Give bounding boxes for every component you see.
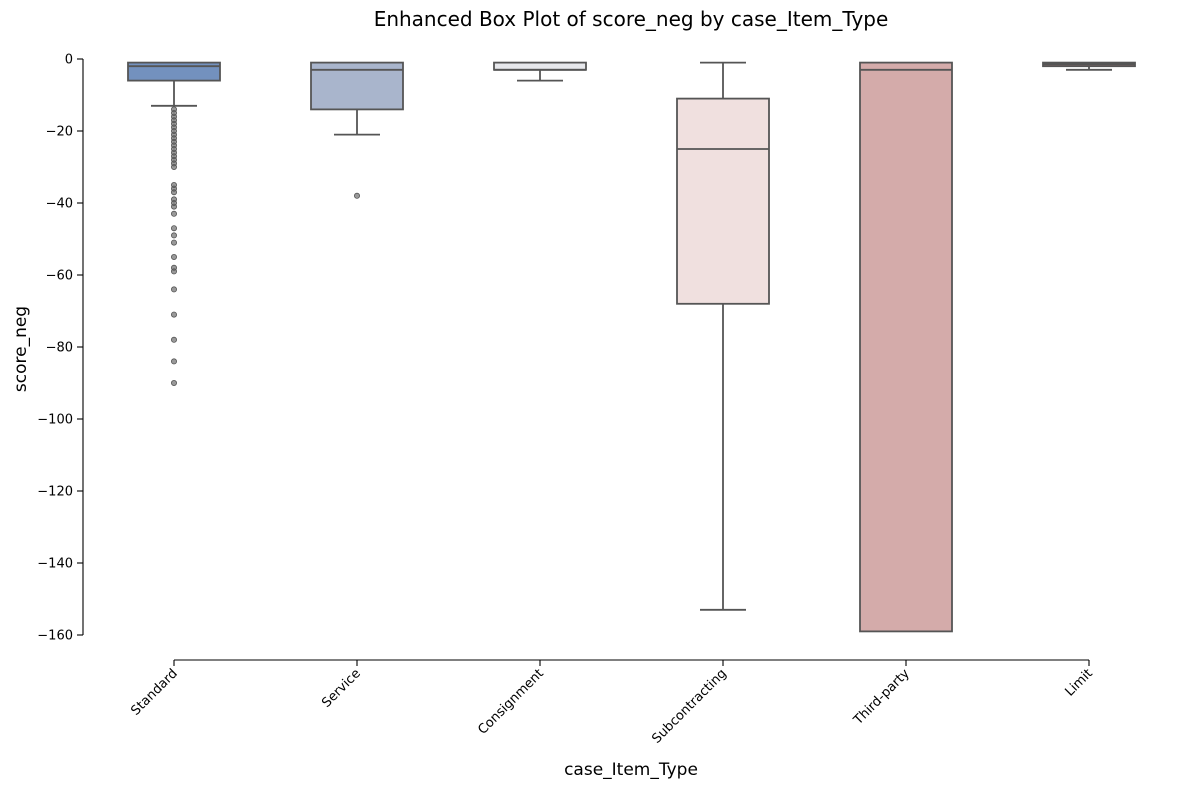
x-tick-label-service: Service	[319, 666, 364, 711]
box-group-service	[310, 61, 404, 199]
x-tick-label-limit: Limit	[1062, 666, 1095, 699]
outlier-point	[170, 358, 177, 365]
plot-area	[127, 61, 1136, 633]
outlier-point	[170, 225, 177, 232]
outlier-point	[170, 163, 177, 170]
box-group-limit	[1042, 61, 1136, 71]
y-tick-label: −160	[37, 629, 73, 644]
x-tick-label-standard: Standard	[128, 666, 180, 718]
outlier-point	[170, 379, 177, 386]
y-tick-label: 0	[65, 53, 73, 68]
outlier-point	[170, 311, 177, 318]
outlier-point	[170, 239, 177, 246]
x-axis-label: case_Item_Type	[564, 760, 698, 780]
outlier-point	[170, 210, 177, 217]
y-tick-label: −60	[46, 269, 73, 284]
box-group-standard	[127, 61, 221, 386]
outlier-point	[170, 268, 177, 275]
y-tick-label: −120	[37, 485, 73, 500]
box-group-subcontracting	[676, 61, 770, 611]
box-third-party	[859, 61, 953, 633]
outlier-point	[170, 336, 177, 343]
x-tick-label-third-party: Third-party	[850, 666, 913, 729]
box-consignment	[493, 61, 587, 71]
y-tick-label: −140	[37, 557, 73, 572]
outlier-point	[170, 286, 177, 293]
x-tick-label-consignment: Consignment	[475, 666, 547, 738]
y-tick-label: −20	[46, 125, 73, 140]
box-subcontracting	[676, 97, 770, 305]
box-group-third-party	[859, 61, 953, 633]
outlier-point	[170, 253, 177, 260]
outlier-point	[170, 232, 177, 239]
x-axis: Standard Service Consignment Subcontracting…	[128, 659, 1096, 747]
y-axis: 0 −20 −40 −60 −80 −100 −120 −140 −160	[37, 53, 84, 644]
x-tick-label-subcontracting: Subcontracting	[649, 666, 729, 746]
y-tick-label: −40	[46, 197, 73, 212]
y-tick-label: −80	[46, 341, 73, 356]
outlier-point	[170, 203, 177, 210]
y-axis-label: score_neg	[11, 306, 31, 392]
box-group-consignment	[493, 61, 587, 82]
outlier-point	[170, 189, 177, 196]
y-tick-label: −100	[37, 413, 73, 428]
outlier-point	[353, 192, 360, 199]
chart-title: Enhanced Box Plot of score_neg by case_I…	[374, 7, 889, 31]
